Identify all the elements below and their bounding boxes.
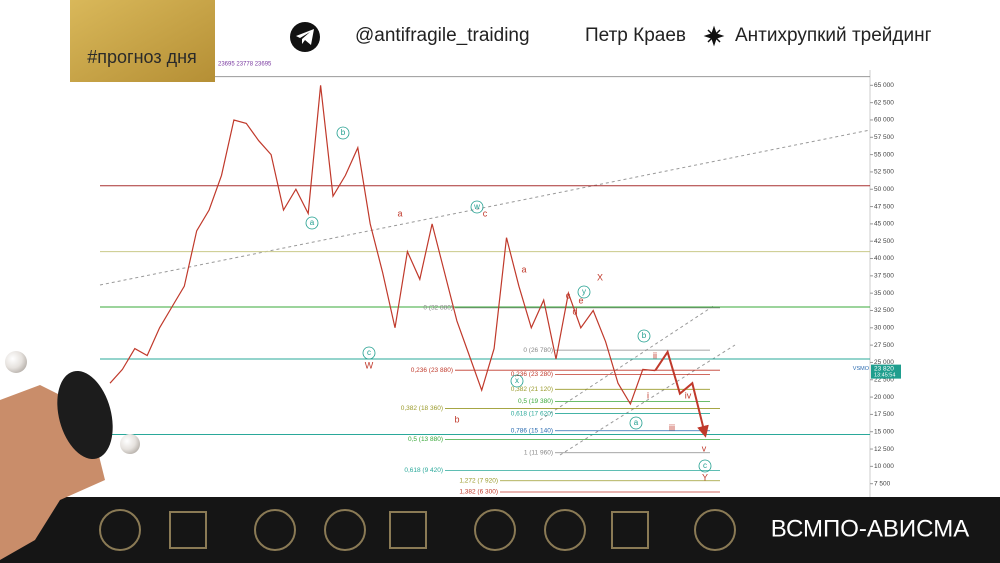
- last-price-label: 23 820: [874, 365, 894, 372]
- wave-circle: [470, 200, 484, 214]
- y-tick-label: 25 000: [874, 359, 894, 366]
- fib-label: 0,236 (23 880): [411, 367, 453, 374]
- project: Антихрупкий трейдинг: [735, 25, 932, 46]
- fib-label: 0,786 (15 140): [511, 427, 553, 434]
- wave-circle: [336, 126, 350, 140]
- y-tick-label: 60 000: [874, 117, 894, 124]
- y-tick-label: 12 500: [874, 446, 894, 453]
- wave-label: Y: [702, 472, 708, 482]
- wave-circle: [362, 346, 376, 360]
- wave-circle: [637, 329, 651, 343]
- channel: @antifragile_traiding: [355, 25, 530, 46]
- y-tick-label: 17 500: [874, 411, 894, 418]
- fib-label: 1 (11 960): [524, 449, 553, 456]
- wave-label: y: [582, 287, 586, 296]
- fib-label: 0,236 (23 280): [511, 371, 553, 378]
- y-tick-label: 47 500: [874, 203, 894, 210]
- fib-label: 1,382 (6 300): [459, 489, 498, 496]
- wave-label: W: [365, 360, 374, 370]
- fib-label: 0,618 (17 620): [511, 410, 553, 417]
- y-tick-label: 40 000: [874, 255, 894, 262]
- telegram-plane: [296, 29, 314, 45]
- wave-label: b: [642, 331, 647, 340]
- fib-label: 0,5 (19 380): [518, 398, 553, 405]
- y-tick-label: 62 500: [874, 99, 894, 106]
- wave-circle: [698, 459, 712, 473]
- wave-label: iii: [669, 422, 675, 432]
- fib-label: 0,618 (9 420): [404, 467, 443, 474]
- mouse: [57, 371, 113, 459]
- trendline: [539, 304, 716, 421]
- y-tick-label: 50 000: [874, 186, 894, 193]
- y-tick-label: 57 500: [874, 134, 894, 141]
- wave-label: e: [578, 295, 583, 305]
- wave-label: X: [597, 272, 603, 282]
- wave-label: x: [515, 376, 519, 385]
- y-tick-label: 45 000: [874, 221, 894, 228]
- wave-label: c: [367, 348, 371, 357]
- y-tick-label: 42 500: [874, 238, 894, 245]
- wave-label: a: [521, 264, 526, 274]
- wave-label: c: [483, 208, 488, 218]
- wave-label: c: [566, 290, 571, 300]
- wave-label: iv: [685, 390, 692, 400]
- fib-label: 0 (26 780): [523, 347, 553, 354]
- y-tick-label: 65 000: [874, 82, 894, 89]
- ohlc-text: 23695 23778 23695: [218, 62, 272, 68]
- wave-label: a: [397, 208, 402, 218]
- y-tick-label: 20 000: [874, 394, 894, 401]
- y-tick-label: 7 500: [874, 480, 891, 487]
- fib-label: 0,5 (13 880): [408, 436, 443, 443]
- last-price-box: [871, 364, 901, 379]
- y-tick-label: 32 500: [874, 307, 894, 314]
- last-price-ticker: VSMO: [853, 366, 870, 372]
- wave-circle: [577, 285, 591, 299]
- chart: 0 (32 880) 0,236 (23 880) 0,382 (18 360) 0,…: [99, 70, 901, 497]
- fib-label: 1,272 (7 920): [459, 477, 498, 484]
- wave-label: d: [572, 306, 577, 316]
- hashtag: #прогноз дня: [87, 47, 197, 67]
- pearl: [5, 351, 27, 373]
- wave-label: b: [341, 128, 346, 137]
- fib-label: 0 (32 880): [423, 305, 453, 312]
- forecast-line: [654, 349, 709, 438]
- y-tick-label: 30 000: [874, 325, 894, 332]
- y-tick-label: 22 500: [874, 376, 894, 383]
- y-tick-label: 27 500: [874, 342, 894, 349]
- hashtag-box: [70, 0, 215, 82]
- y-tick-label: 52 500: [874, 169, 894, 176]
- y-tick-label: 37 500: [874, 273, 894, 280]
- last-price-time: 13:45:54: [874, 373, 895, 379]
- wave-circle: [629, 416, 643, 430]
- wave-label: b: [454, 414, 459, 424]
- footer: [0, 497, 1000, 563]
- company: ВСМПО-АВИСМА: [771, 515, 970, 542]
- pearl: [120, 434, 140, 454]
- wave-label: v: [702, 443, 707, 453]
- author: Петр Краев: [585, 25, 686, 46]
- star-icon: [703, 25, 725, 47]
- wave-label: a: [310, 218, 315, 227]
- fib-label: 0,382 (18 360): [401, 405, 443, 412]
- wave-label: a: [634, 418, 639, 427]
- wave-label: ii: [653, 350, 657, 360]
- wave-circle: [510, 374, 524, 388]
- trendline: [559, 344, 736, 456]
- fib-label: 0,382 (21 120): [511, 386, 553, 393]
- trendline: [99, 129, 871, 286]
- y-tick-label: 35 000: [874, 290, 894, 297]
- price-line: [109, 85, 656, 406]
- wave-label: w: [473, 202, 480, 211]
- y-tick-label: 10 000: [874, 463, 894, 470]
- footer-logos: [99, 509, 736, 551]
- y-tick-label: 15 000: [874, 428, 894, 435]
- wave-label: c: [703, 461, 707, 470]
- wave-circle: [305, 216, 319, 230]
- y-tick-label: 55 000: [874, 151, 894, 158]
- wave-label: i: [647, 390, 649, 400]
